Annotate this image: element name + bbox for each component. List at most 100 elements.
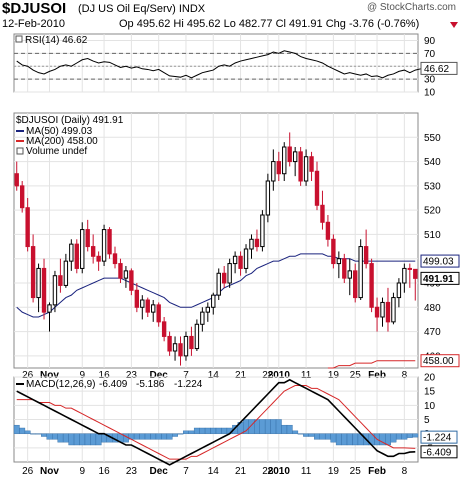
- macd-histogram-bar: [57, 433, 64, 443]
- candle-body: [342, 258, 347, 279]
- candle-body: [369, 263, 374, 308]
- macd-histogram-bar: [352, 433, 359, 446]
- candle-body: [271, 161, 276, 182]
- candle-body: [90, 246, 96, 257]
- candle-body: [363, 246, 369, 265]
- ma200-legend-label: MA(200) 458.00: [26, 136, 98, 147]
- macd-histogram-bar: [188, 430, 195, 434]
- candle-body: [347, 270, 352, 279]
- macd-x-tick: 11: [301, 466, 312, 477]
- macd-x-tick: 7: [183, 466, 189, 477]
- candle-body: [303, 156, 309, 182]
- macd-histogram-bar: [155, 433, 162, 440]
- macd-histogram-bar: [150, 433, 157, 440]
- candle-body: [145, 299, 150, 313]
- price-x-tick: 26: [22, 370, 34, 381]
- macd-histogram-bar: [308, 433, 315, 437]
- candle-body: [41, 267, 47, 313]
- candle-body: [249, 238, 254, 250]
- quote-date: 12-Feb-2010: [2, 18, 65, 30]
- last-close-value: 491.91: [423, 274, 454, 285]
- candle-body: [161, 321, 167, 337]
- candle-body: [156, 304, 161, 323]
- price-y-tick: 480: [424, 303, 441, 314]
- candle-body: [19, 185, 25, 209]
- candle-body: [25, 207, 30, 248]
- price-x-tick: Nov: [40, 370, 59, 381]
- candle-body: [96, 255, 101, 262]
- macd-histogram-bar: [84, 433, 91, 446]
- macd-x-tick: 14: [208, 466, 220, 477]
- macd-histogram-bar: [144, 433, 151, 440]
- price-x-tick: 14: [208, 370, 220, 381]
- change-down-arrow-icon: [450, 22, 458, 28]
- candle-body: [216, 272, 221, 296]
- macd-x-tick: 8: [402, 466, 408, 477]
- candle-body: [238, 255, 243, 269]
- price-x-tick: 28: [262, 370, 274, 381]
- macd-histogram-bar: [297, 433, 304, 435]
- copyright-notice: @ StockCharts.com: [366, 2, 456, 13]
- volume-legend-label: Volume undef: [26, 146, 87, 157]
- ma50-line: [16, 253, 416, 318]
- macd-y-tick: 15: [424, 387, 436, 398]
- price-x-tick: Feb: [368, 370, 386, 381]
- ma50-last-value-box: [420, 254, 460, 268]
- candle-body: [80, 229, 85, 269]
- candle-body: [151, 304, 156, 313]
- macd-x-tick: 21: [235, 466, 247, 477]
- macd-histogram-bar: [275, 419, 282, 434]
- candle-body: [123, 270, 129, 279]
- macd-x-tick: Nov: [40, 466, 59, 477]
- candle-body: [358, 246, 363, 299]
- price-y-tick: 540: [424, 157, 441, 168]
- candle-body: [107, 229, 112, 255]
- macd-histogram-bar: [335, 433, 342, 446]
- macd-hist-last-value: -1.224: [423, 433, 452, 444]
- candle-body: [172, 343, 178, 352]
- candle-body: [320, 204, 325, 223]
- candle-body: [260, 214, 265, 248]
- macd-histogram-bar: [139, 433, 146, 440]
- price-x-tick: 8: [402, 370, 408, 381]
- rsi-y-tick: 70: [424, 49, 436, 60]
- candle-body: [189, 335, 194, 350]
- macd-y-tick: 20: [424, 373, 436, 384]
- rsi-last-value: 46.62: [424, 64, 449, 75]
- price-y-tick: 550: [424, 133, 441, 144]
- macd-signal-label: -5.186: [136, 379, 165, 390]
- macd-x-tick: 23: [126, 466, 138, 477]
- macd-histogram-bar: [406, 433, 413, 438]
- macd-histogram-label: -1.224: [174, 379, 203, 390]
- candle-body: [211, 294, 216, 308]
- macd-histogram-bar: [79, 433, 86, 446]
- macd-line: [16, 378, 416, 466]
- macd-last-box: [420, 445, 458, 459]
- price-y-tick: 520: [424, 206, 441, 217]
- rsi-last-value-box: [420, 61, 458, 75]
- macd-x-tick: Dec: [149, 466, 168, 477]
- macd-histogram-bar: [210, 427, 217, 434]
- candle-body: [265, 180, 271, 216]
- price-x-tick: 9: [79, 370, 85, 381]
- macd-histogram-bar: [30, 433, 37, 435]
- candle-body: [178, 343, 183, 357]
- macd-histogram-bar: [41, 433, 47, 437]
- candle-body: [74, 243, 79, 269]
- price-y-tick: 510: [424, 230, 441, 241]
- macd-histogram-bar: [346, 433, 353, 446]
- macd-histogram-bar: [13, 424, 20, 434]
- candle-body: [292, 151, 298, 163]
- macd-x-tick: 26: [22, 466, 34, 477]
- candle-body: [47, 304, 52, 313]
- candle-body: [309, 156, 314, 172]
- macd-histogram-bar: [264, 419, 271, 434]
- macd-histogram-bar: [401, 433, 408, 440]
- price-x-tick: 11: [301, 370, 312, 381]
- candle-body: [14, 173, 19, 187]
- rsi-panel-frame: [13, 33, 419, 93]
- macd-histogram-bar: [412, 433, 419, 438]
- macd-histogram-bar: [303, 433, 310, 437]
- candle-body: [30, 246, 36, 299]
